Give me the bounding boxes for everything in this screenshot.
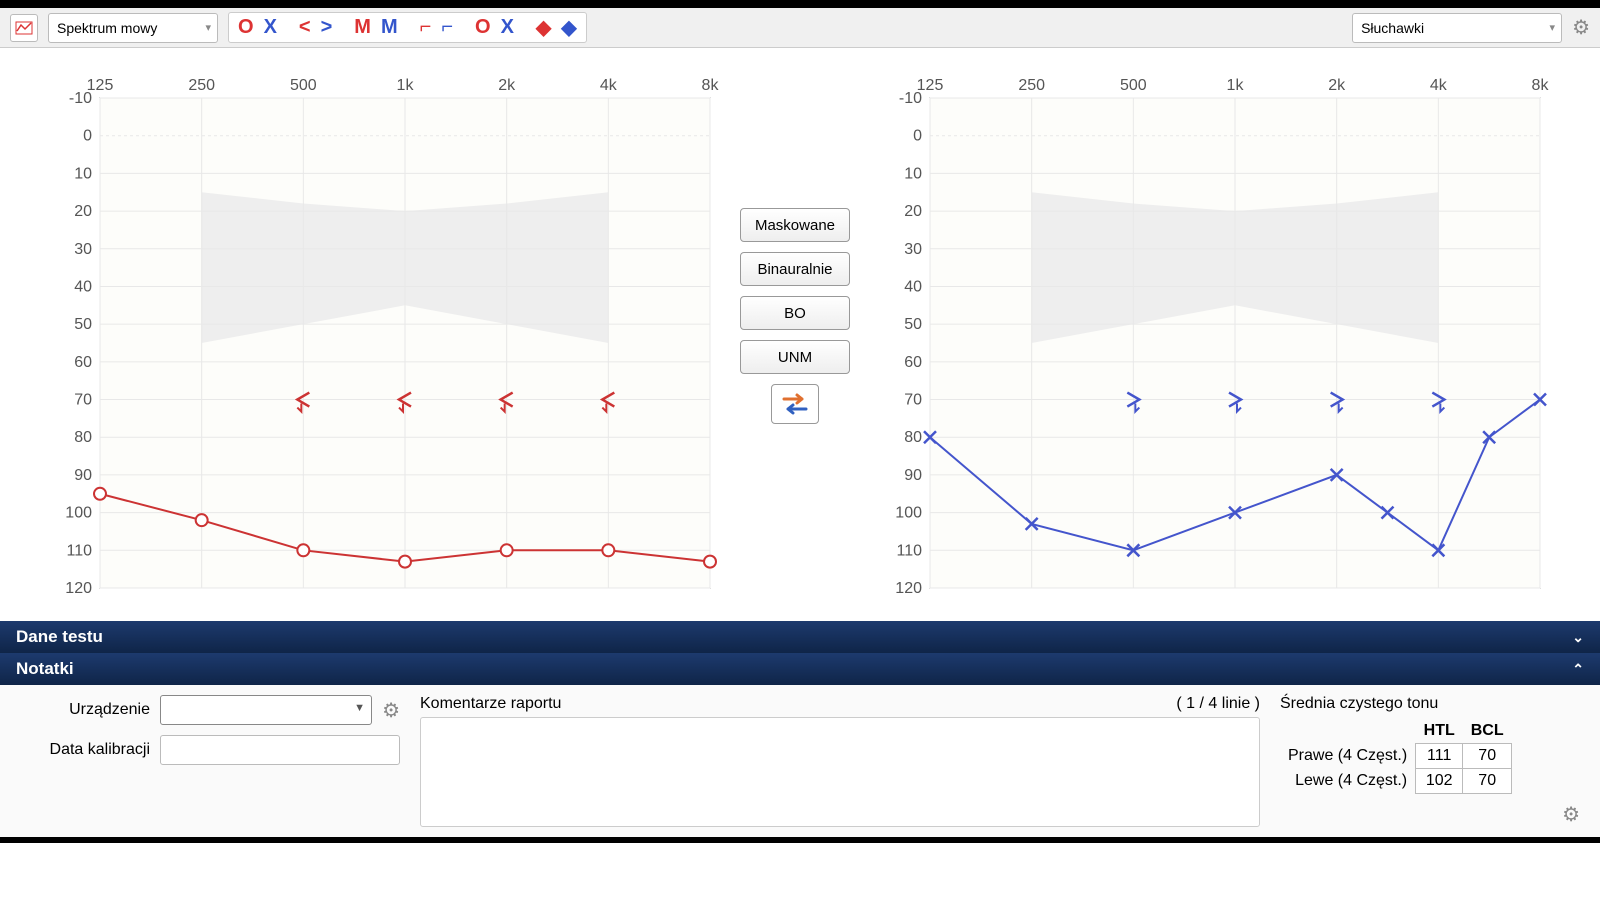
audiogram-left: 1252505001k2k4k8k-1001020304050607080901… [870,68,1550,611]
comments-count: ( 1 / 4 linie ) [1176,695,1260,713]
symbol-left-bold-x-icon[interactable]: X [498,16,517,39]
binaural-button[interactable]: Binauralnie [740,252,850,286]
symbol-left-diamond-icon[interactable]: ◆ [558,15,579,40]
svg-text:2k: 2k [498,77,516,94]
svg-text:80: 80 [904,429,922,446]
symbol-right-circle-icon[interactable]: O [235,16,257,39]
svg-text:50: 50 [74,316,92,333]
svg-text:250: 250 [1018,77,1045,94]
pta-col-bcl: BCL [1463,719,1512,744]
symbol-left-greater-icon[interactable]: > [318,16,336,39]
svg-text:-10: -10 [69,90,92,107]
svg-text:80: 80 [74,429,92,446]
symbol-right-m-icon[interactable]: M [351,16,374,39]
pta-right-htl: 111 [1416,744,1463,769]
pta-title: Średnia czystego tonu [1280,695,1580,713]
output-dropdown-label: Słuchawki [1361,20,1424,36]
svg-text:20: 20 [904,203,922,220]
svg-text:8k: 8k [702,77,720,94]
symbol-toolbar: O X < > M M ⌐ ⌐ O X ◆ ◆ [228,12,587,43]
output-dropdown[interactable]: Słuchawki [1352,13,1562,43]
unm-button[interactable]: UNM [740,340,850,374]
expand-icon: ⌄ [1572,629,1584,646]
symbol-left-x-icon[interactable]: X [261,16,280,39]
pta-left-htl: 102 [1416,769,1463,794]
symbol-left-bracket-icon[interactable]: ⌐ [438,16,456,39]
svg-text:1k: 1k [397,77,415,94]
top-toolbar: Spektrum mowy O X < > M M ⌐ ⌐ O X ◆ ◆ Sł… [0,0,1600,48]
svg-text:500: 500 [1120,77,1147,94]
notes-section-header[interactable]: Notatki ⌃ [0,653,1600,685]
svg-text:120: 120 [65,580,92,597]
test-data-section-header[interactable]: Dane testu ⌄ [0,621,1600,653]
notes-left-column: Urządzenie ⚙ Data kalibracji [20,695,400,827]
comments-textarea[interactable] [420,717,1260,827]
svg-text:500: 500 [290,77,317,94]
device-combo[interactable] [160,695,372,725]
pta-right-bcl: 70 [1463,744,1512,769]
pta-col-htl: HTL [1416,719,1463,744]
calibration-field[interactable] [160,735,400,765]
svg-text:60: 60 [74,354,92,371]
svg-text:110: 110 [66,542,92,559]
settings-icon[interactable]: ⚙ [1572,15,1590,40]
svg-text:4k: 4k [600,77,618,94]
mode-dropdown[interactable]: Spektrum mowy [48,13,218,43]
mode-dropdown-label: Spektrum mowy [57,20,157,36]
svg-text:40: 40 [74,278,92,295]
svg-text:120: 120 [895,580,922,597]
svg-text:70: 70 [74,392,92,409]
svg-text:0: 0 [913,128,922,145]
center-button-column: Maskowane Binauralnie BO UNM [740,208,850,424]
device-label: Urządzenie [20,701,150,719]
symbol-right-diamond-icon[interactable]: ◆ [533,15,554,40]
svg-text:90: 90 [904,467,922,484]
svg-text:2k: 2k [1328,77,1346,94]
bo-button[interactable]: BO [740,296,850,330]
svg-text:50: 50 [904,316,922,333]
svg-text:100: 100 [895,505,922,522]
svg-text:8k: 8k [1532,77,1550,94]
pta-panel: Średnia czystego tonu HTL BCL Prawe (4 C… [1280,695,1580,827]
svg-text:250: 250 [188,77,215,94]
svg-text:90: 90 [74,467,92,484]
svg-text:30: 30 [904,241,922,258]
pta-settings-icon[interactable]: ⚙ [1562,804,1580,826]
svg-text:110: 110 [896,542,922,559]
svg-text:10: 10 [904,165,922,182]
app-icon[interactable] [10,14,38,42]
svg-text:70: 70 [904,392,922,409]
pta-left-bcl: 70 [1463,769,1512,794]
audiogram-right: 1252505001k2k4k8k-1001020304050607080901… [40,68,720,611]
symbol-left-m-icon[interactable]: M [378,16,401,39]
device-settings-icon[interactable]: ⚙ [382,698,400,723]
masked-button[interactable]: Maskowane [740,208,850,242]
svg-text:60: 60 [904,354,922,371]
svg-text:-10: -10 [899,90,922,107]
pta-left-label: Lewe (4 Częst.) [1280,769,1416,794]
pta-right-label: Prawe (4 Częst.) [1280,744,1416,769]
svg-text:1k: 1k [1227,77,1245,94]
svg-text:0: 0 [83,128,92,145]
notes-body: Urządzenie ⚙ Data kalibracji Komentarze … [0,685,1600,843]
comments-label: Komentarze raportu [420,695,561,713]
svg-text:20: 20 [74,203,92,220]
svg-text:40: 40 [904,278,922,295]
symbol-right-bracket-icon[interactable]: ⌐ [417,16,435,39]
comments-column: Komentarze raportu ( 1 / 4 linie ) [420,695,1260,827]
svg-text:10: 10 [74,165,92,182]
charts-area: 1252505001k2k4k8k-1001020304050607080901… [0,48,1600,621]
symbol-right-bold-circle-icon[interactable]: O [472,16,494,39]
svg-text:100: 100 [65,505,92,522]
test-data-section-label: Dane testu [16,627,103,647]
svg-text:30: 30 [74,241,92,258]
notes-section-label: Notatki [16,659,74,679]
swap-ears-button[interactable] [771,384,819,424]
calibration-label: Data kalibracji [20,741,150,759]
svg-text:4k: 4k [1430,77,1448,94]
symbol-right-less-icon[interactable]: < [296,16,314,39]
collapse-icon: ⌃ [1572,661,1584,678]
